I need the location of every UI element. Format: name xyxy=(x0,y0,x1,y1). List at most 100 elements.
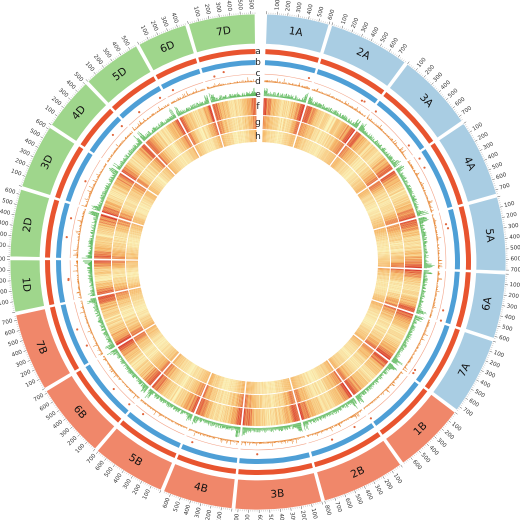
track-g-cell xyxy=(315,130,322,143)
track-h-cell xyxy=(374,229,387,234)
track-e-bar xyxy=(407,188,411,190)
track-h-cell xyxy=(300,138,306,151)
track-d-bar xyxy=(344,102,347,105)
track-g-cell xyxy=(285,119,289,132)
track-e-bar xyxy=(416,310,424,313)
track-g-cell xyxy=(389,279,403,283)
track-d-bar xyxy=(328,95,330,97)
track-a-segment xyxy=(238,462,313,475)
track-h-cell xyxy=(285,133,290,146)
track-d-bar xyxy=(372,121,375,124)
track-g-cell xyxy=(389,242,403,245)
track-e-bar xyxy=(382,150,386,153)
track-f-cell xyxy=(400,298,417,303)
track-e-bar xyxy=(340,114,343,119)
track-e-bar xyxy=(419,220,427,223)
track-g-cell xyxy=(390,247,404,250)
track-d-bar xyxy=(434,227,437,229)
track-e-bar xyxy=(300,100,302,102)
track-d-bar xyxy=(374,123,377,126)
track-g-cell xyxy=(309,127,315,140)
track-g-cell xyxy=(343,150,353,161)
track-e-bar xyxy=(420,295,426,298)
track-e-bar xyxy=(271,94,272,97)
track-e-bar xyxy=(421,290,425,292)
track-d-bar xyxy=(275,81,277,83)
track-h-cell xyxy=(336,162,345,172)
track-f-cell xyxy=(296,103,303,121)
track-f-cell xyxy=(404,252,422,255)
track-d-bar xyxy=(435,229,437,231)
track-d-bar xyxy=(437,276,439,278)
track-e-bar xyxy=(411,198,415,201)
track-e-bar xyxy=(423,253,428,254)
track-h-cell xyxy=(373,225,385,230)
track-e-bar xyxy=(423,271,429,272)
track-h-cell xyxy=(297,137,302,149)
track-g-cell xyxy=(311,128,318,141)
track-h-cell xyxy=(371,220,384,225)
track-f-cell xyxy=(402,290,419,295)
track-g-cell xyxy=(293,121,298,134)
track-d-bar xyxy=(437,255,439,257)
track-d-bar xyxy=(367,118,369,120)
track-g-cell xyxy=(378,199,391,207)
track-e-bar xyxy=(349,122,351,124)
track-e-bar xyxy=(396,166,405,172)
track-h-cell xyxy=(335,161,344,171)
track-e-bar xyxy=(422,280,426,282)
track-f-cell xyxy=(284,100,289,118)
track-e-bar xyxy=(423,275,427,277)
track-d-bar xyxy=(364,115,366,118)
track-d-bar xyxy=(324,93,326,95)
track-e-bar xyxy=(383,151,385,154)
track-e-bar xyxy=(397,168,402,172)
track-d-bar xyxy=(395,145,397,147)
track-d-bar xyxy=(276,81,277,83)
track-g-cell xyxy=(370,184,382,192)
track-h-cell xyxy=(377,265,390,267)
track-d-bar xyxy=(409,163,412,166)
track-h-cell xyxy=(348,175,359,184)
track-d-bar xyxy=(435,290,437,292)
track-d-bar xyxy=(426,198,429,200)
track-d-bar xyxy=(367,117,369,120)
track-d-bar xyxy=(299,86,301,88)
track-f-cell xyxy=(403,235,420,239)
track-d-bar xyxy=(424,192,425,193)
track-f-cell xyxy=(373,160,388,172)
track-d-bar xyxy=(399,148,404,152)
track-d-bar xyxy=(303,85,305,88)
track-g-cell xyxy=(390,270,404,273)
track-f-cell xyxy=(404,243,422,247)
track-d-bar xyxy=(405,158,408,160)
track-f-cell xyxy=(279,99,283,117)
track-d-bar xyxy=(381,129,383,132)
track-f-cell xyxy=(401,227,419,232)
track-f-cell xyxy=(385,180,401,190)
track-d-bar xyxy=(433,301,435,303)
track-e-bar xyxy=(331,112,333,114)
track-e-bar xyxy=(365,133,368,137)
track-h-cell xyxy=(351,178,361,187)
track-h-cell xyxy=(305,140,312,153)
track-f-cell xyxy=(326,116,336,133)
track-h-cell xyxy=(372,223,385,228)
track-d-bar xyxy=(437,251,439,252)
track-d-bar xyxy=(246,441,247,443)
track-g-cell xyxy=(295,121,300,135)
track-d-bar xyxy=(431,310,433,312)
track-e-bar xyxy=(411,197,416,200)
track-d-bar xyxy=(418,180,421,182)
track-d-bar xyxy=(347,102,350,106)
track-d-bar xyxy=(353,108,354,110)
track-f-cell xyxy=(314,110,323,127)
track-e-bar xyxy=(422,242,427,244)
track-e-bar xyxy=(422,285,426,287)
track-f-cell xyxy=(403,236,421,240)
track-e-bar xyxy=(379,148,381,150)
track-h-cell xyxy=(371,219,384,224)
track-f-cell xyxy=(334,122,345,138)
track-e-bar xyxy=(384,151,388,155)
